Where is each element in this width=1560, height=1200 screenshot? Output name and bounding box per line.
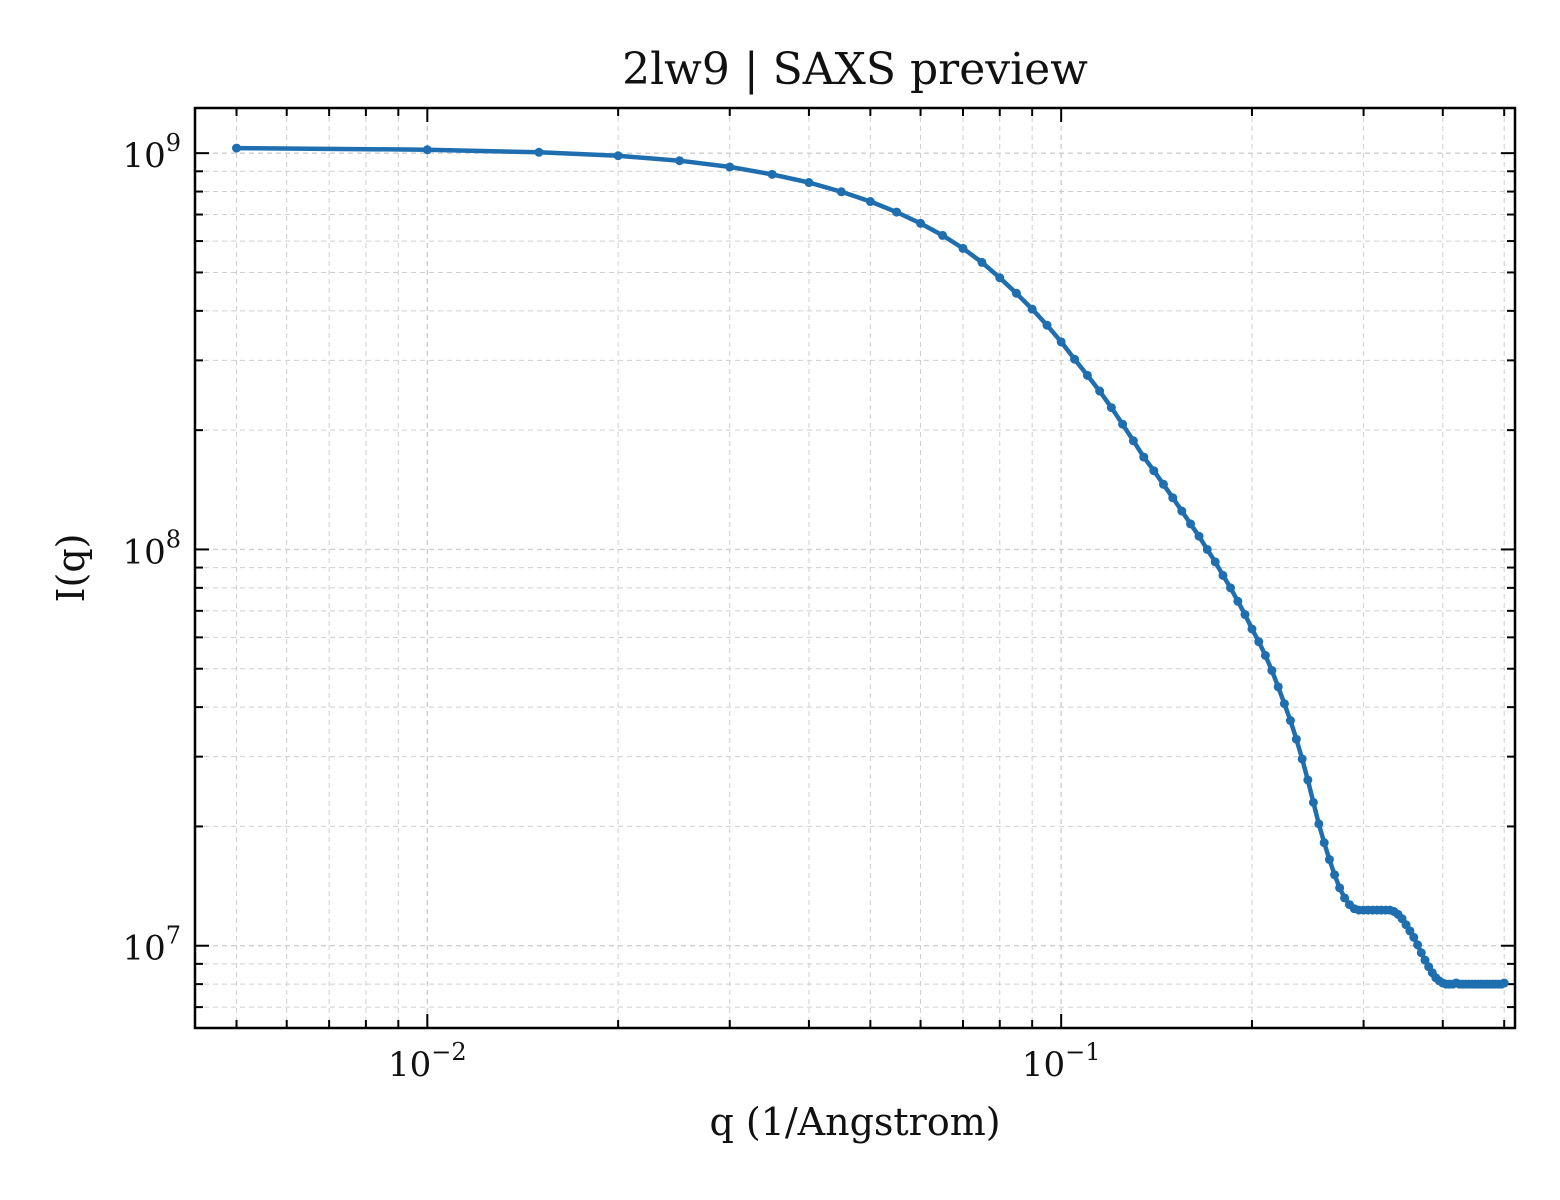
data-point: [958, 243, 968, 253]
x-tick-label: 10−2: [388, 1038, 467, 1085]
data-point: [804, 178, 814, 188]
data-point: [1314, 819, 1324, 829]
data-point: [1247, 624, 1257, 634]
data-point: [1226, 583, 1236, 593]
data-point: [1340, 893, 1350, 903]
data-point: [232, 143, 242, 153]
data-point: [1128, 436, 1138, 446]
data-point: [1240, 610, 1250, 620]
data-point: [1210, 557, 1220, 567]
data-point: [1319, 838, 1329, 848]
data-point: [995, 273, 1005, 283]
data-point: [534, 147, 544, 157]
data-point: [1218, 570, 1228, 580]
data-point: [1106, 403, 1116, 413]
data-point: [613, 151, 623, 161]
data-point: [1297, 754, 1307, 764]
data-point: [865, 197, 875, 207]
data-point: [916, 218, 926, 228]
y-tick-label: 109: [122, 129, 181, 176]
data-point: [1194, 531, 1204, 541]
data-point: [1056, 337, 1066, 347]
y-tick-label: 108: [122, 525, 181, 572]
data-point: [1186, 519, 1196, 529]
y-tick-label: 107: [122, 922, 181, 969]
data-point: [1330, 870, 1340, 880]
data-point: [1118, 419, 1128, 429]
data-point: [1158, 479, 1168, 489]
data-point: [1273, 682, 1283, 692]
data-point: [1416, 948, 1426, 958]
y-axis-label: I(q): [49, 534, 93, 603]
data-point: [1409, 932, 1419, 942]
data-point: [1285, 716, 1295, 726]
data-point: [938, 230, 948, 240]
chart-title: 2lw9 | SAXS preview: [622, 44, 1088, 95]
data-point: [1011, 288, 1021, 298]
x-tick-label: 10−1: [1022, 1038, 1101, 1085]
data-point: [1324, 855, 1334, 865]
data-point: [1254, 637, 1264, 647]
data-point: [1335, 883, 1345, 893]
data-point: [767, 169, 777, 179]
data-point: [892, 207, 902, 217]
data-point: [1042, 320, 1052, 330]
data-point: [675, 156, 685, 166]
data-series: [232, 143, 1509, 989]
data-point: [1260, 650, 1270, 660]
data-point: [1420, 955, 1430, 965]
x-axis-label: q (1/Angstrom): [709, 1100, 1000, 1144]
plot-frame: [193, 106, 1517, 1030]
data-point: [1177, 506, 1187, 516]
data-point: [1149, 466, 1159, 476]
data-point: [1139, 452, 1149, 462]
data-point: [1095, 386, 1105, 396]
data-point: [1413, 940, 1423, 950]
data-point: [1291, 734, 1301, 744]
grid-lines: [195, 108, 1515, 1028]
data-point: [1303, 775, 1313, 785]
data-point: [1168, 493, 1178, 503]
data-point: [1279, 699, 1289, 709]
axis-ticks: 10−2 10−1 107 108 109: [122, 108, 1515, 1085]
data-point: [1202, 544, 1212, 554]
data-point: [1267, 665, 1277, 675]
data-point: [977, 257, 987, 267]
data-point: [1070, 354, 1080, 364]
data-point: [1082, 370, 1092, 380]
data-point: [1499, 978, 1509, 988]
data-point: [1308, 797, 1318, 807]
data-point: [725, 162, 735, 172]
data-point: [1233, 596, 1243, 606]
data-point: [1027, 304, 1037, 314]
data-point: [422, 145, 432, 155]
data-point: [836, 187, 846, 197]
